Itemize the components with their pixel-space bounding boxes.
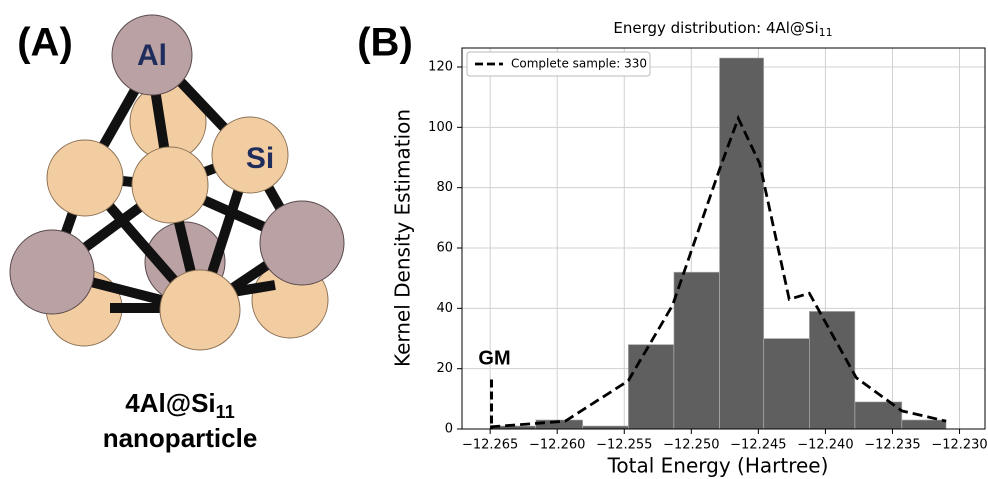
y-tick-label: 0: [445, 422, 453, 437]
x-tick-label: −12.230: [931, 438, 987, 453]
title-subscript: 11: [819, 26, 833, 39]
atom-label: Si: [246, 142, 274, 175]
legend-box: [466, 51, 651, 77]
y-tick-label: 100: [428, 120, 453, 135]
x-tick-label: −12.240: [797, 438, 853, 453]
y-axis-label: Kernel Density Estimation: [391, 109, 415, 367]
x-tick-label: −12.245: [730, 438, 786, 453]
y-tick-label: 120: [428, 60, 453, 75]
legend-label: Complete sample: 330: [511, 57, 647, 71]
panel-label: (B): [357, 21, 413, 65]
atom: [159, 269, 241, 351]
bar: [809, 311, 856, 430]
atom: [259, 200, 345, 286]
x-axis-label: Total Energy (Hartree): [607, 454, 829, 478]
x-tick-label: −12.260: [529, 438, 585, 453]
x-tick-label: −12.265: [462, 438, 518, 453]
chart-title: Energy distribution: 4Al@Si11: [613, 19, 832, 40]
atom: [211, 116, 289, 194]
atom: [111, 14, 193, 96]
atom-label: Al: [137, 39, 167, 72]
y-tick-label: 60: [436, 241, 453, 256]
kde-line: [490, 114, 947, 429]
legend: Complete sample: 330: [466, 51, 651, 77]
x-tick-label: −12.235: [864, 438, 920, 453]
caption-subscript: 11: [216, 402, 235, 422]
atom: [46, 139, 124, 217]
x-tick-label: −12.250: [663, 438, 719, 453]
annotation-text: GM: [478, 347, 510, 369]
atom: [9, 229, 95, 315]
y-tick-label: 80: [436, 180, 453, 195]
x-tick-label: −12.255: [596, 438, 652, 453]
caption: 4Al@Si11: [125, 388, 234, 422]
panel-a: (A) Al Si 4: [9, 14, 345, 453]
panel-label: (A): [17, 21, 73, 65]
bar: [627, 344, 675, 430]
y-tick-label: 40: [436, 301, 453, 316]
y-tick-label: 20: [436, 361, 453, 376]
title-text: Energy distribution: 4Al@Si: [613, 19, 818, 37]
bar: [673, 271, 720, 430]
bar: [763, 338, 810, 430]
caption-formula: 4Al@Si: [125, 388, 215, 418]
bar: [719, 57, 765, 430]
plot-frame: [461, 47, 986, 430]
atom: [131, 146, 209, 224]
bar: [901, 419, 947, 430]
caption: nanoparticle: [103, 423, 258, 453]
bar: [854, 401, 903, 430]
